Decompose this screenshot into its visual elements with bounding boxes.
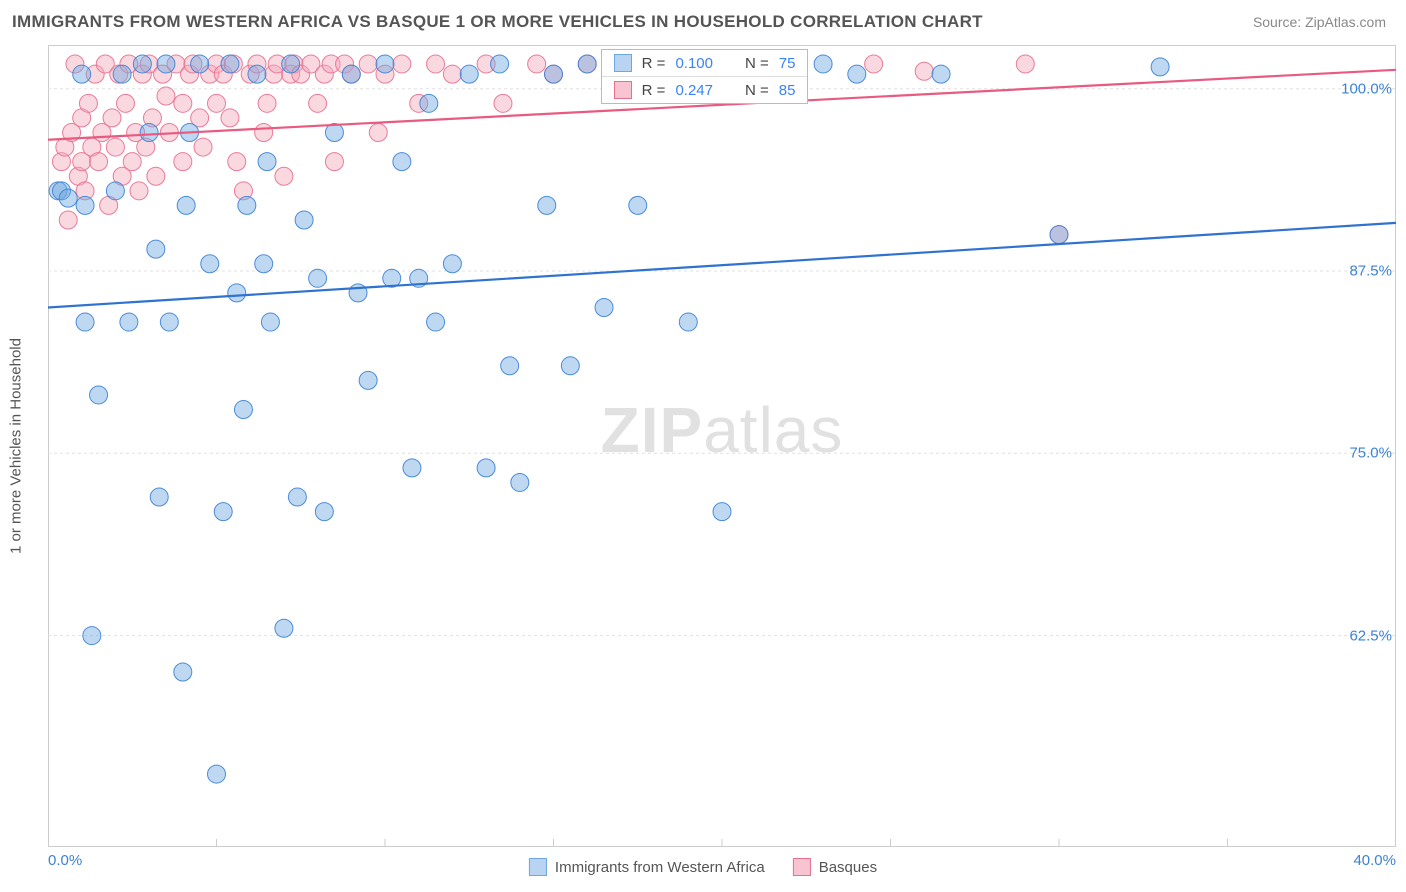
stats-row-series1: R = 0.100 N = 75	[602, 50, 808, 77]
x-min-label: 0.0%	[48, 852, 82, 869]
chart-area: ZIPatlas R = 0.100 N = 75 R = 0.247 N = …	[48, 45, 1396, 847]
swatch-pink	[614, 81, 632, 99]
y-tick-label: 100.0%	[1341, 80, 1392, 97]
y-tick-label: 75.0%	[1349, 445, 1392, 462]
swatch-blue	[614, 54, 632, 72]
scatter-plot	[48, 45, 1396, 847]
x-max-label: 40.0%	[1353, 852, 1396, 869]
chart-title: IMMIGRANTS FROM WESTERN AFRICA VS BASQUE…	[12, 12, 983, 32]
legend-item-series1: Immigrants from Western Africa	[529, 858, 765, 876]
source-label: Source: ZipAtlas.com	[1253, 14, 1386, 30]
bottom-legend: Immigrants from Western Africa Basques	[529, 858, 877, 876]
swatch-pink	[793, 858, 811, 876]
swatch-blue	[529, 858, 547, 876]
y-tick-label: 87.5%	[1349, 263, 1392, 280]
y-axis-label: 1 or more Vehicles in Household	[8, 338, 25, 554]
y-tick-label: 62.5%	[1349, 627, 1392, 644]
stats-row-series2: R = 0.247 N = 85	[602, 77, 808, 103]
stats-legend: R = 0.100 N = 75 R = 0.247 N = 85	[601, 49, 809, 104]
legend-item-series2: Basques	[793, 858, 877, 876]
